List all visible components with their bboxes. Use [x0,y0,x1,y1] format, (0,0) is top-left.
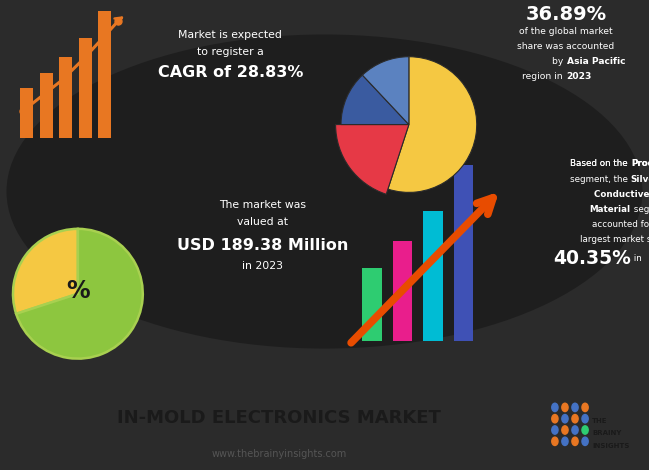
Text: Product: Product [631,159,649,168]
Circle shape [582,426,588,434]
Text: segment, the: segment, the [570,175,631,184]
FancyBboxPatch shape [362,268,382,341]
Text: of the global market: of the global market [519,27,613,36]
Text: IN-MOLD ELECTRONICS MARKET: IN-MOLD ELECTRONICS MARKET [117,409,441,427]
FancyBboxPatch shape [423,211,443,341]
Text: THE: THE [592,418,607,424]
Text: INSIGHTS: INSIGHTS [592,443,630,449]
Wedge shape [388,57,477,192]
Circle shape [572,415,578,423]
FancyBboxPatch shape [454,164,473,341]
Text: 2023: 2023 [567,72,592,81]
Text: Based on the: Based on the [570,159,631,168]
Text: share was accounted: share was accounted [517,42,615,51]
Wedge shape [362,57,409,125]
Circle shape [562,426,568,434]
Text: in: in [631,254,644,263]
Text: in 2023: in 2023 [242,261,284,271]
Text: segment: segment [631,204,649,214]
Circle shape [552,403,558,412]
Text: valued at: valued at [238,217,288,227]
Circle shape [582,437,588,446]
Text: ⛏: ⛏ [67,279,69,280]
Wedge shape [341,75,409,125]
FancyBboxPatch shape [40,73,53,138]
Text: %: % [66,279,90,303]
Text: largest market share of: largest market share of [580,235,649,243]
Text: accounted for the: accounted for the [592,219,649,228]
Text: Conductive Ink: Conductive Ink [594,190,649,199]
Text: Silver: Silver [631,175,649,184]
Ellipse shape [6,34,643,349]
Text: Market is expected: Market is expected [178,30,282,40]
Text: USD 189.38 Million: USD 189.38 Million [177,238,349,253]
Wedge shape [16,229,143,359]
Wedge shape [13,229,78,314]
Circle shape [572,437,578,446]
Text: CAGR of 28.83%: CAGR of 28.83% [158,65,303,80]
Text: 40.35%: 40.35% [553,249,631,268]
Text: 36.89%: 36.89% [526,5,607,24]
Circle shape [572,403,578,412]
Circle shape [582,403,588,412]
Circle shape [552,415,558,423]
Text: Based on the: Based on the [570,159,631,168]
Text: region in: region in [522,72,566,81]
FancyBboxPatch shape [98,11,111,138]
Text: Asia Pacific: Asia Pacific [567,57,625,66]
Wedge shape [336,125,409,194]
Text: Product: Product [631,159,649,168]
Text: The market was: The market was [219,200,306,210]
Circle shape [562,437,568,446]
Circle shape [552,437,558,446]
Circle shape [562,415,568,423]
FancyBboxPatch shape [20,88,33,138]
Circle shape [562,403,568,412]
Circle shape [582,415,588,423]
Text: to register a: to register a [197,47,263,57]
FancyBboxPatch shape [393,241,412,341]
Circle shape [572,426,578,434]
Text: www.thebrainyinsights.com: www.thebrainyinsights.com [212,449,347,459]
FancyBboxPatch shape [59,57,72,138]
Text: Material: Material [590,204,631,214]
FancyBboxPatch shape [79,39,92,138]
Text: BRAINY: BRAINY [592,431,621,437]
Circle shape [552,426,558,434]
Text: by: by [552,57,566,66]
